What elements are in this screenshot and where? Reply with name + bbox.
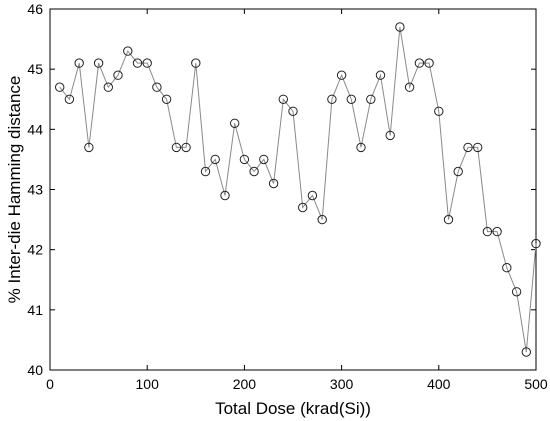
y-axis-label: % Inter-die Hamming distance: [5, 76, 24, 304]
data-point: [463, 142, 473, 153]
data-point: [268, 178, 279, 189]
x-tick-label: 200: [233, 376, 257, 392]
data-point: [424, 58, 434, 68]
data-point: [482, 226, 493, 237]
data-point: [278, 94, 288, 105]
y-tick-label: 43: [27, 182, 43, 198]
y-tick-label: 41: [27, 302, 43, 318]
x-tick-label: 500: [524, 376, 548, 392]
data-point: [220, 190, 230, 201]
data-point: [317, 214, 327, 225]
data-point: [307, 190, 318, 201]
data-point: [123, 46, 133, 56]
data-point: [103, 82, 114, 92]
data-point: [55, 82, 65, 92]
data-point: [132, 58, 143, 68]
data-point: [259, 154, 269, 165]
data-point: [113, 70, 123, 80]
data-point: [152, 82, 162, 92]
axis-ticks: [49, 8, 537, 371]
data-point: [74, 58, 84, 68]
data-point: [191, 58, 201, 68]
data-point: [521, 347, 531, 357]
data-point: [298, 202, 308, 213]
data-point: [161, 94, 172, 105]
x-tick-label: 300: [330, 376, 354, 392]
data-point: [404, 82, 415, 92]
y-tick-label: 42: [27, 242, 43, 258]
x-tick-label: 400: [427, 376, 451, 392]
x-tick-label: 0: [46, 376, 54, 392]
data-point: [531, 238, 541, 249]
y-tick-label: 45: [27, 61, 43, 77]
data-points: [55, 22, 541, 357]
x-axis-label: Total Dose (krad(Si)): [215, 399, 371, 418]
y-tick-label: 46: [27, 1, 43, 17]
data-point: [434, 106, 444, 117]
data-point: [492, 226, 502, 237]
data-point: [327, 94, 337, 105]
data-point: [346, 94, 356, 105]
data-point: [200, 166, 211, 177]
data-point: [64, 94, 75, 105]
data-point: [230, 118, 240, 129]
series-line: [59, 26, 537, 353]
data-point: [443, 214, 454, 225]
y-tick-label: 40: [27, 362, 43, 378]
data-point: [142, 58, 152, 68]
data-point: [414, 58, 425, 68]
data-point: [181, 142, 191, 153]
data-point: [473, 142, 483, 153]
data-point: [171, 142, 182, 153]
tick-labels: 0 100 200 300 400 500 40 41 42 43 44 45 46: [27, 1, 547, 392]
data-point: [84, 142, 94, 153]
data-point: [239, 154, 250, 165]
data-point: [395, 22, 405, 32]
data-point: [336, 70, 347, 80]
data-point: [210, 154, 220, 165]
data-point: [93, 58, 104, 68]
data-point: [288, 106, 298, 117]
x-tick-label: 100: [136, 376, 160, 392]
data-point: [502, 263, 512, 273]
data-point: [453, 166, 463, 177]
data-point: [249, 166, 259, 177]
data-point: [366, 94, 376, 105]
data-point: [375, 70, 386, 80]
data-point: [511, 287, 522, 297]
data-point: [356, 142, 366, 153]
data-point: [385, 130, 395, 141]
y-tick-label: 44: [27, 121, 43, 137]
